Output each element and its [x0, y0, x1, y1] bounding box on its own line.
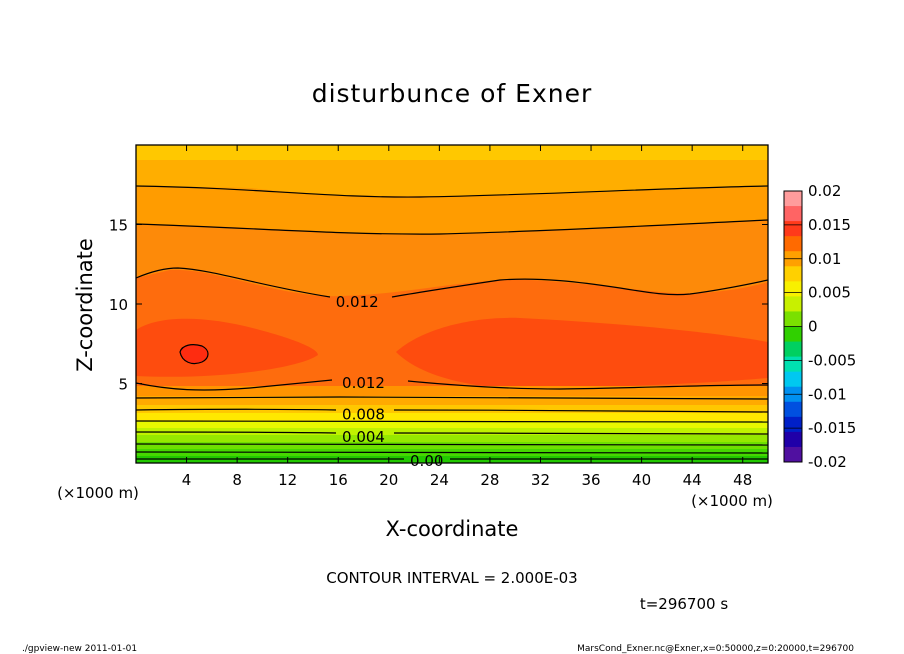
- colorbar-cell: [784, 341, 802, 358]
- colorbar-label: -0.005: [808, 351, 856, 369]
- colorbar-cell: [784, 446, 802, 463]
- x-tick-label: 12: [278, 471, 297, 489]
- colorbar-label: -0.02: [808, 453, 847, 471]
- y-axis-ticks: 5 10 15: [109, 217, 768, 394]
- x-tick-label: 36: [581, 471, 600, 489]
- colorbar-label: 0.015: [808, 216, 851, 234]
- colorbar-label: -0.01: [808, 385, 847, 403]
- colorbar-label: 0.01: [808, 250, 841, 268]
- colorbar-cell: [784, 326, 802, 343]
- x-tick-label: 16: [329, 471, 348, 489]
- x-tick-label: 24: [430, 471, 449, 489]
- x-tick-label: 40: [632, 471, 651, 489]
- colorbar-cell: [784, 371, 802, 388]
- colorbar-label: 0.02: [808, 182, 841, 200]
- y-axis-label: Z-coordinate: [73, 238, 97, 372]
- colorbar-cell: [784, 431, 802, 448]
- contour-label: 0.004: [342, 428, 385, 446]
- time-label: t=296700 s: [640, 595, 728, 613]
- colorbar-cell: [784, 236, 802, 252]
- contour-label: 0.012: [342, 374, 385, 392]
- x-tick-label: 28: [480, 471, 499, 489]
- x-tick-label: 8: [232, 471, 242, 489]
- contour-label: 0.008: [342, 406, 385, 424]
- y-tick-label: 15: [109, 217, 128, 235]
- footer-left-text: ./gpview-new 2011-01-01: [22, 644, 137, 654]
- colorbar: 0.02 0.015 0.01 0.005 0 -0.005 -0.01 -0.015 -0.0…: [783, 182, 856, 471]
- contour-interval-text: CONTOUR INTERVAL = 2.000E-03: [326, 569, 577, 587]
- y-tick-label: 10: [109, 296, 128, 314]
- contour-labels: 0.012 0.012 0.008 0.004 0.00: [336, 293, 444, 470]
- colorbar-cell: [784, 356, 802, 373]
- x-left-unit-label: (×1000 m): [57, 484, 139, 502]
- colorbar-cell: [784, 191, 802, 207]
- colorbar-cell: [784, 266, 802, 282]
- y-tick-label: 5: [118, 376, 128, 394]
- x-axis-ticks: 4 8 12 16 20 24 28 32 36 40 44 48: [182, 145, 752, 489]
- contour-field: [136, 145, 768, 463]
- colorbar-label: 0: [808, 318, 818, 336]
- x-tick-label: 44: [683, 471, 702, 489]
- colorbar-label: 0.005: [808, 284, 851, 302]
- colorbar-cell: [784, 206, 802, 222]
- x-tick-label: 48: [733, 471, 752, 489]
- x-axis-label: X-coordinate: [386, 517, 519, 541]
- x-tick-label: 20: [379, 471, 398, 489]
- colorbar-cell: [784, 416, 802, 433]
- colorbar-cell: [784, 401, 802, 418]
- colorbar-cell: [784, 221, 802, 237]
- chart-title: disturbunce of Exner: [312, 79, 593, 108]
- colorbar-label: -0.015: [808, 419, 856, 437]
- colorbar-cell: [784, 281, 802, 297]
- x-right-unit-label: (×1000 m): [691, 492, 773, 510]
- contour-label: 0.012: [336, 293, 379, 311]
- x-tick-label: 4: [182, 471, 192, 489]
- colorbar-cell: [784, 296, 802, 312]
- contour-label: 0.00: [410, 452, 443, 470]
- colorbar-cell: [784, 311, 802, 327]
- x-tick-label: 32: [531, 471, 550, 489]
- footer-right-text: MarsCond_Exner.nc@Exner,x=0:50000,z=0:20…: [577, 644, 854, 654]
